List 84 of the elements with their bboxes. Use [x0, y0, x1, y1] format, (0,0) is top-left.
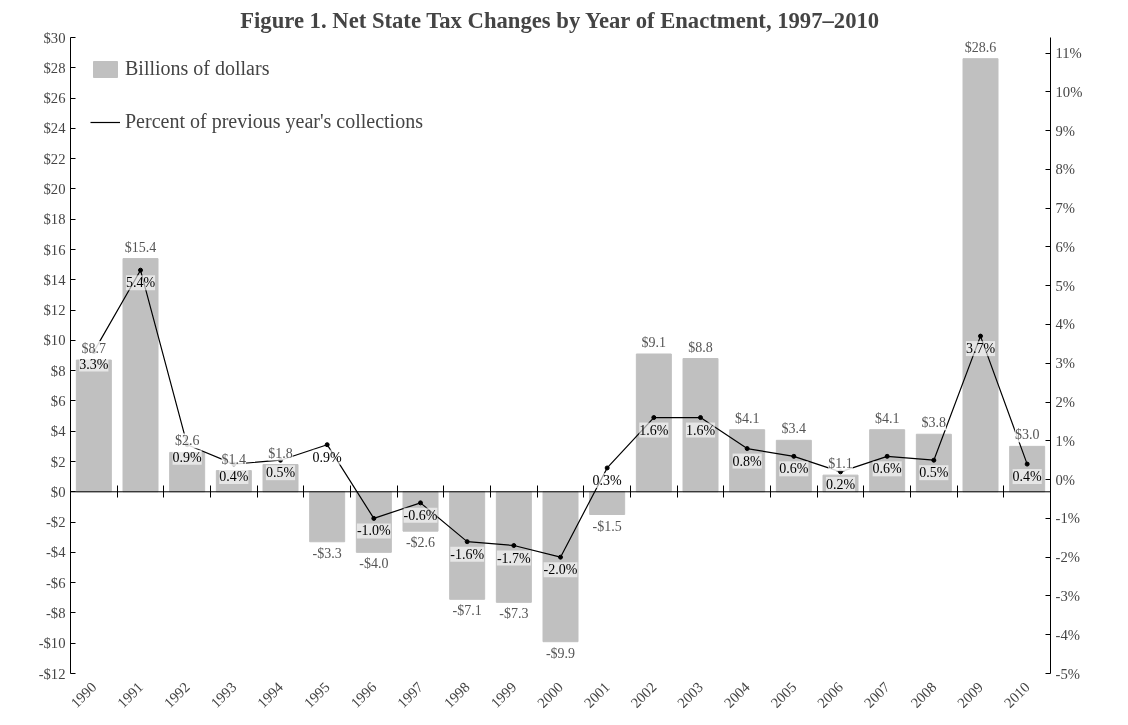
y-tick-label: -$8 [45, 604, 66, 621]
data-label: $2.6 [174, 433, 200, 449]
y2-tick-label: 5% [1055, 277, 1076, 294]
y2-tick-label: 4% [1055, 316, 1076, 333]
y-tick-label: $22 [43, 150, 66, 167]
data-label: 1.6% [685, 422, 716, 438]
y-tick-label: $24 [43, 120, 67, 137]
y-tick-label: -$12 [38, 665, 66, 682]
data-label: -$3.3 [312, 545, 342, 561]
data-label: $3.8 [921, 415, 947, 431]
y-tick-label: $2 [50, 453, 66, 470]
y-tick-label: $12 [43, 302, 66, 319]
data-label: -2.0% [543, 562, 578, 578]
y2-tick-label: -2% [1055, 549, 1080, 566]
data-label: $3.0 [1014, 427, 1040, 443]
data-label: -1.0% [356, 523, 392, 539]
data-label: 0.9% [312, 449, 343, 465]
data-label: -$7.3 [499, 606, 529, 622]
data-label: $28.6 [964, 39, 997, 55]
chart-title: Figure 1. Net State Tax Changes by Year of Enactment, 1997–2010 [240, 7, 880, 33]
y-tick-label: -$2 [45, 514, 66, 531]
y-tick-label: $28 [43, 59, 66, 76]
data-label: -0.6% [403, 507, 438, 523]
data-label: 1.6% [639, 422, 669, 438]
y2-tick-label: -3% [1055, 587, 1080, 604]
data-label: $8.7 [81, 341, 107, 357]
data-label: 3.7% [965, 341, 996, 357]
y-tick-label: $20 [43, 180, 66, 197]
y-tick-label: $0 [50, 483, 66, 500]
y2-tick-label: 11% [1055, 45, 1082, 62]
y-tick-label: $30 [43, 29, 66, 46]
data-label: 0.8% [732, 453, 763, 469]
y2-tick-label: 10% [1055, 83, 1083, 100]
legend-label: Billions of dollars [125, 57, 270, 80]
data-label: $1.1 [828, 456, 853, 472]
y-tick-label: $8 [50, 362, 66, 379]
y2-tick-label: 2% [1055, 394, 1076, 411]
data-label: -$1.5 [592, 518, 622, 534]
y-tick-label: $16 [43, 241, 66, 258]
y2-tick-label: -1% [1055, 510, 1080, 527]
data-label: 0.5% [265, 465, 296, 481]
data-label: 0.2% [825, 476, 856, 492]
data-label: 0.6% [779, 461, 809, 477]
data-label: 0.4% [1012, 469, 1043, 485]
data-label: -$4.0 [359, 556, 389, 572]
data-label: -$7.1 [452, 603, 482, 619]
data-label: 5.4% [125, 275, 156, 291]
data-label: $1.8 [268, 445, 293, 461]
data-label: $4.1 [734, 410, 760, 426]
y2-tick-label: -5% [1055, 665, 1080, 682]
data-label: 0.3% [592, 472, 623, 488]
data-label: $4.1 [874, 410, 900, 426]
y2-tick-label: 1% [1055, 432, 1076, 449]
y-tick-label: -$6 [45, 574, 66, 591]
y-tick-label: -$10 [38, 635, 66, 652]
data-label: $3.4 [781, 421, 807, 437]
y2-tick-label: -4% [1055, 626, 1080, 643]
data-label: 0.6% [872, 461, 903, 477]
y-tick-label: $4 [50, 423, 67, 440]
y2-tick-label: 3% [1055, 355, 1076, 372]
data-label: 0.4% [219, 469, 249, 485]
y-tick-label: $10 [43, 332, 66, 349]
y-tick-label: -$4 [45, 544, 67, 561]
y2-tick-label: 8% [1055, 161, 1076, 178]
data-label: $1.4 [221, 451, 247, 467]
data-label: -$2.6 [405, 535, 436, 551]
y-tick-label: $6 [50, 392, 66, 409]
y2-tick-label: 7% [1055, 200, 1076, 217]
y-tick-label: $14 [43, 271, 67, 288]
data-label: $9.1 [641, 334, 667, 350]
y2-tick-label: 6% [1055, 238, 1076, 255]
data-label: 0.9% [172, 449, 203, 465]
data-label: -1.7% [496, 550, 532, 566]
data-label: -1.6% [450, 546, 485, 562]
y2-tick-label: 0% [1055, 471, 1076, 488]
data-label: 0.5% [919, 465, 949, 481]
data-label: $15.4 [124, 239, 157, 255]
y2-tick-label: 9% [1055, 122, 1076, 139]
data-label: 3.3% [79, 356, 109, 372]
data-label: -$9.9 [545, 645, 576, 661]
y-tick-label: $18 [43, 211, 66, 228]
legend-label: Percent of previous year's collections [125, 110, 423, 133]
data-label: $8.8 [688, 339, 713, 355]
y-tick-label: $26 [43, 90, 66, 107]
